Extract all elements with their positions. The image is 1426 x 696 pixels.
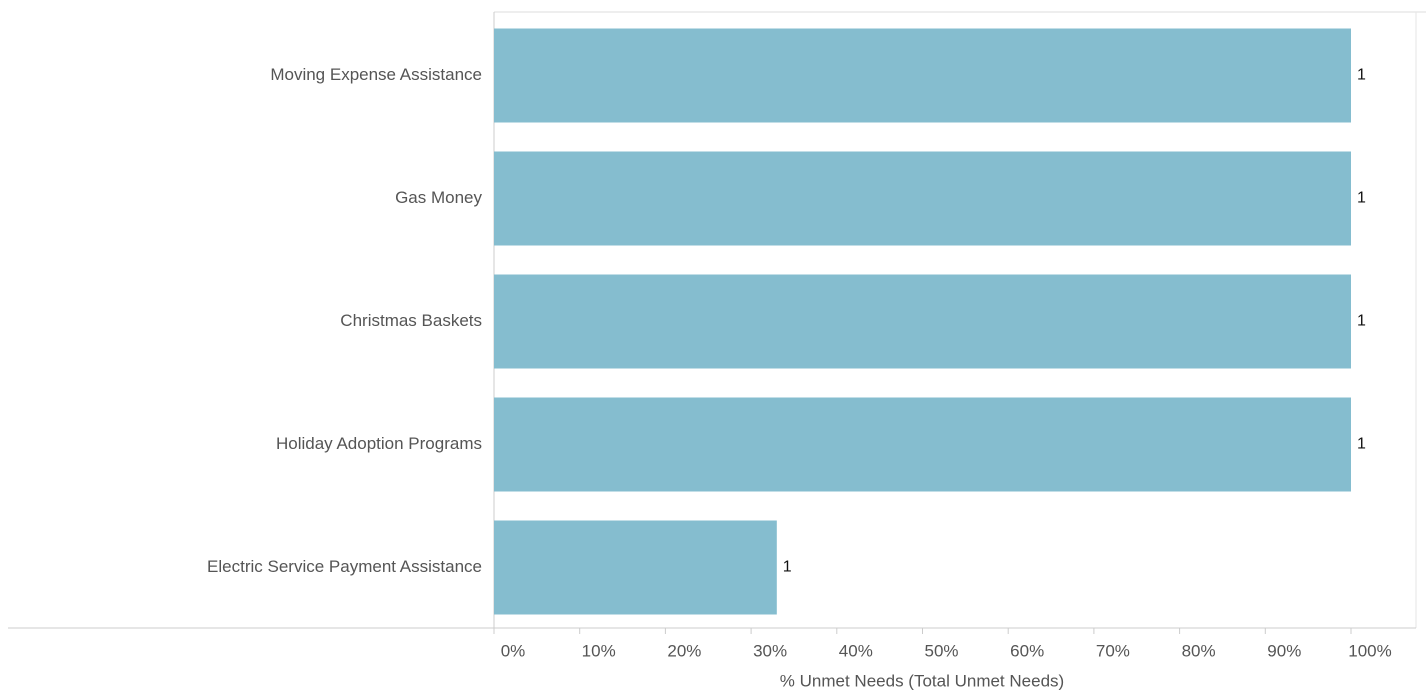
data-label: 1 xyxy=(1357,67,1366,84)
x-tick-label: 70% xyxy=(1096,641,1130,660)
x-tick-label: 90% xyxy=(1267,641,1301,660)
data-label: 1 xyxy=(1357,190,1366,207)
data-label: 1 xyxy=(783,559,792,576)
y-tick-label: Electric Service Payment Assistance xyxy=(207,557,482,576)
bar xyxy=(494,151,1351,246)
bar xyxy=(494,520,777,615)
bar xyxy=(494,28,1351,123)
x-tick-label: 40% xyxy=(839,641,873,660)
x-tick-label: 100% xyxy=(1348,641,1391,660)
data-label: 1 xyxy=(1357,436,1366,453)
x-tick-label: 10% xyxy=(582,641,616,660)
bar xyxy=(494,397,1351,492)
y-tick-label: Gas Money xyxy=(395,188,482,207)
y-tick-label: Moving Expense Assistance xyxy=(270,65,482,84)
x-tick-label: 0% xyxy=(501,641,526,660)
bar xyxy=(494,274,1351,369)
y-tick-label: Christmas Baskets xyxy=(340,311,482,330)
x-axis-title: % Unmet Needs (Total Unmet Needs) xyxy=(780,671,1064,690)
x-tick-label: 20% xyxy=(667,641,701,660)
x-tick-label: 50% xyxy=(924,641,958,660)
x-tick-label: 60% xyxy=(1010,641,1044,660)
data-label: 1 xyxy=(1357,313,1366,330)
y-tick-label: Holiday Adoption Programs xyxy=(276,434,482,453)
x-tick-label: 80% xyxy=(1182,641,1216,660)
x-tick-label: 30% xyxy=(753,641,787,660)
